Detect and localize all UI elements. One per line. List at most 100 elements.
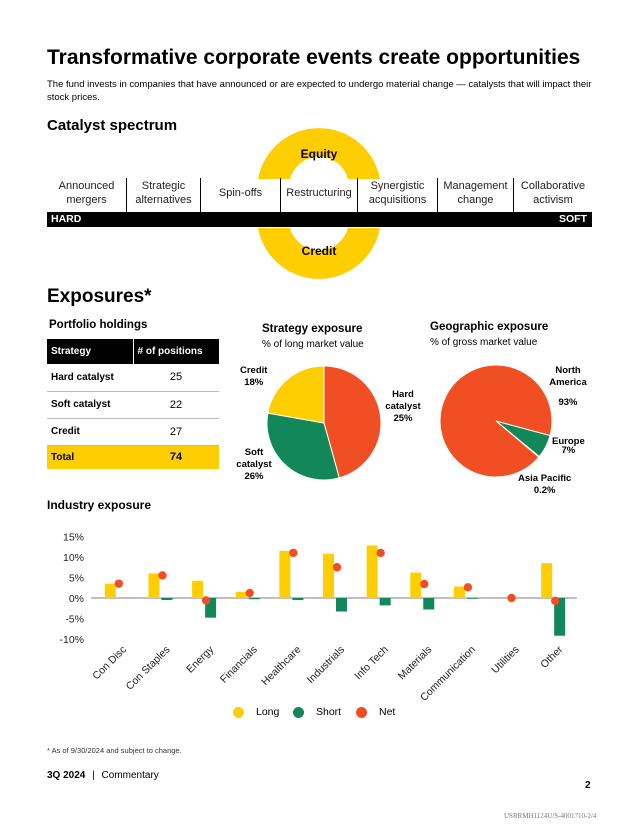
table-row: Credit 27: [47, 418, 219, 446]
net-dot: [507, 593, 516, 603]
bar-short: [423, 598, 435, 610]
divider: [126, 178, 127, 212]
divider: [280, 178, 281, 212]
pie-label-credit: Credit 18%: [240, 365, 268, 388]
credit-label: Credit: [301, 244, 337, 258]
legend-swatch: [293, 706, 304, 718]
bar-short: [248, 598, 260, 600]
catalyst-item: Synergistic acquisitions: [368, 180, 427, 206]
legend-swatch: [233, 706, 244, 718]
column-header: Strategy: [47, 339, 133, 364]
bar-long: [235, 591, 247, 598]
geographic-exposure-title: Geographic exposure: [430, 321, 549, 333]
x-tick-label: Con Staples: [124, 644, 173, 693]
column-header: # of positions: [132, 339, 219, 364]
positions-cell: 25: [133, 364, 219, 392]
y-tick-label: 10%: [63, 552, 84, 564]
footer-separator: |: [92, 770, 95, 781]
footer-period: 3Q 2024: [47, 770, 86, 781]
portfolio-holdings-title: Portfolio holdings: [49, 319, 148, 331]
bar-long: [410, 572, 422, 598]
divider: [513, 178, 514, 212]
total-label: Total: [47, 445, 133, 469]
exposures-heading: Exposures*: [47, 286, 152, 307]
x-tick-label: Industrials: [305, 644, 347, 686]
net-dot: [289, 548, 298, 558]
bar-short: [466, 598, 478, 599]
document-code: USRRMH1124U/S-4001710-2/4: [504, 812, 597, 820]
net-dot: [420, 579, 429, 589]
hard-label: HARD: [51, 213, 82, 225]
x-tick-label: Materials: [396, 644, 435, 683]
bar-short: [292, 598, 304, 601]
table-header-row: Strategy # of positions: [47, 339, 219, 364]
strategy-exposure-subtitle: % of long market value: [262, 339, 364, 350]
positions-cell: 22: [133, 391, 219, 419]
equity-label: Equity: [300, 147, 338, 161]
table-row: Hard catalyst 25: [47, 364, 219, 392]
pie-label-europe: Europe 7%: [552, 436, 585, 456]
y-tick-label: 15%: [63, 532, 84, 544]
pie-label-hard-catalyst: Hard catalyst 25%: [385, 389, 421, 424]
divider: [357, 178, 358, 212]
soft-label: SOFT: [559, 213, 587, 225]
x-tick-label: Info Tech: [352, 644, 391, 683]
pie-label-north-america: North America 93%: [549, 365, 587, 408]
bar-long: [192, 580, 204, 598]
catalyst-item: Strategic alternatives: [135, 180, 192, 206]
legend-swatch: [356, 706, 367, 718]
catalyst-item: Announced mergers: [58, 180, 115, 206]
total-row: Total 74: [47, 445, 219, 469]
strategy-cell: Soft catalyst: [47, 391, 133, 419]
portfolio-holdings-table: Strategy # of positions Hard catalyst 25…: [47, 339, 219, 469]
legend-long: Long: [233, 706, 279, 718]
x-tick-label: Utilities: [489, 644, 521, 676]
legend-net: Net: [356, 706, 395, 718]
net-dot: [114, 579, 124, 588]
x-tick-label: Financials: [218, 644, 260, 686]
x-tick-label: Energy: [184, 643, 217, 676]
x-tick-label: Other: [538, 643, 565, 670]
bar-short: [161, 598, 173, 601]
catalyst-item: Management change: [443, 180, 508, 206]
page-title: Transformative corporate events create o…: [47, 46, 581, 69]
bar-short: [205, 598, 217, 618]
legend-short: Short: [293, 706, 341, 718]
intro-text: The fund invests in companies that have …: [47, 79, 592, 103]
industry-exposure-title: Industry exposure: [47, 498, 152, 512]
total-value: 74: [133, 445, 219, 469]
hard-soft-bar: HARD SOFT: [47, 212, 592, 227]
pie-slice-credit: [267, 366, 325, 424]
net-dot: [463, 583, 473, 592]
strategy-cell: Hard catalyst: [47, 364, 133, 392]
pie-slice-hard-catalyst: [323, 366, 381, 479]
geographic-pie: [440, 365, 552, 477]
net-dot: [376, 548, 385, 558]
x-tick-label: Con Disc: [90, 644, 129, 683]
footnote: * As of 9/30/2024 and subject to change.: [47, 746, 182, 755]
net-dot: [201, 596, 211, 605]
x-tick-label: Healthcare: [259, 644, 304, 689]
footer-left: 3Q 2024 | Commentary: [47, 770, 159, 781]
bar-long: [323, 553, 334, 598]
y-tick-label: 0%: [69, 593, 84, 605]
bar-short: [554, 598, 566, 636]
net-dot: [332, 563, 342, 572]
page-number: 2: [585, 780, 591, 791]
strategy-exposure-title: Strategy exposure: [262, 323, 363, 335]
y-tick-label: -5%: [65, 614, 84, 626]
bar-short: [336, 598, 347, 612]
catalyst-item: Collaborative activism: [520, 180, 586, 206]
net-dot: [245, 588, 254, 598]
pie-label-asia-pacific: Asia Pacific 0.2%: [518, 473, 572, 496]
catalyst-item: Spin-offs: [218, 187, 263, 199]
strategy-pie: [267, 366, 381, 480]
bar-long: [366, 545, 378, 598]
bar-long: [104, 583, 116, 598]
bar-short: [379, 598, 391, 606]
equity-credit-arc: [258, 128, 380, 279]
y-tick-label: -10%: [59, 634, 84, 646]
positions-cell: 27: [133, 418, 219, 446]
net-dot: [550, 596, 560, 606]
